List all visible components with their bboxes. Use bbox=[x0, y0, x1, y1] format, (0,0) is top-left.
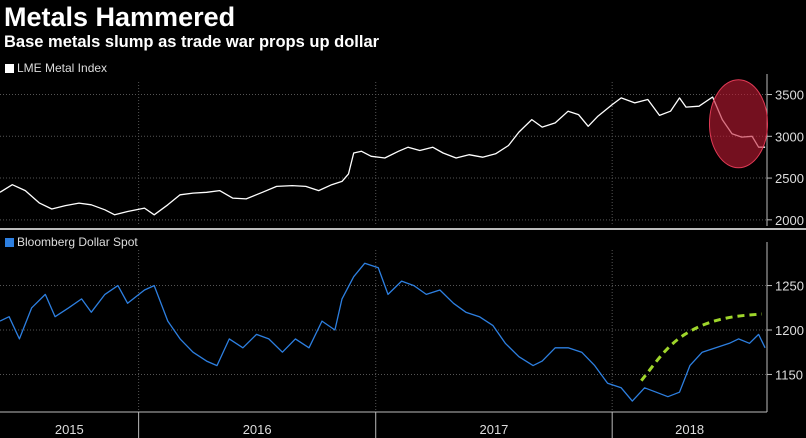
x-tick-label: 2017 bbox=[479, 422, 508, 437]
y-tick-label: 1150 bbox=[775, 367, 803, 382]
y-tick-label: 2000 bbox=[775, 213, 804, 228]
lme-series-line bbox=[0, 96, 766, 216]
legend-dollar: Bloomberg Dollar Spot bbox=[5, 235, 138, 249]
legend-dollar-label: Bloomberg Dollar Spot bbox=[17, 235, 138, 249]
highlight-circle bbox=[708, 79, 768, 169]
legend-lme: LME Metal Index bbox=[5, 61, 107, 75]
y-tick-label: 1200 bbox=[775, 323, 804, 338]
legend-lme-label: LME Metal Index bbox=[17, 61, 108, 75]
trend-dashed-curve bbox=[640, 312, 762, 382]
y-tick-label: 3500 bbox=[775, 88, 804, 103]
x-tick-label: 2015 bbox=[55, 422, 84, 437]
x-tick-label: 2016 bbox=[243, 422, 272, 437]
chart-subtitle: Base metals slump as trade war props up … bbox=[4, 33, 380, 51]
dollar-series-line bbox=[0, 262, 766, 402]
y-tick-label: 3000 bbox=[775, 129, 804, 144]
legend-lme-swatch bbox=[5, 63, 14, 73]
y-tick-label: 1250 bbox=[775, 279, 804, 294]
y-tick-label: 2500 bbox=[775, 171, 804, 186]
chart-title: Metals Hammered bbox=[4, 2, 236, 32]
legend-dollar-swatch bbox=[5, 237, 14, 247]
x-tick-label: 2018 bbox=[675, 422, 704, 437]
